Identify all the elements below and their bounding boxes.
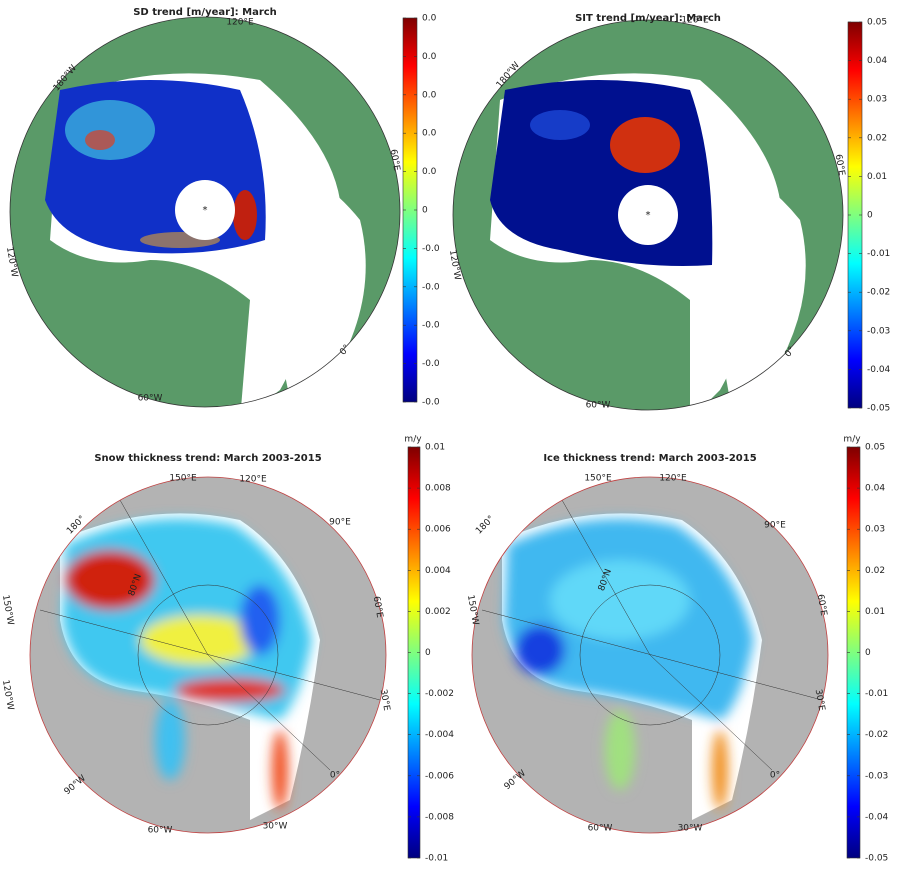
graticule-label: 60°E <box>815 594 829 617</box>
graticule-label: 60°E <box>833 154 847 177</box>
colorbar-tick-label: 0.004 <box>425 566 451 576</box>
colorbar-tick-label: 0.05 <box>867 18 887 28</box>
colorbar-tick-label: 0.008 <box>425 484 451 494</box>
graticule-label: 30°E <box>813 689 827 712</box>
colorbar-tick-label: -0.0 <box>422 321 440 331</box>
graticule-label: 120°E <box>681 16 709 26</box>
graticule-label: 60°W <box>138 394 163 404</box>
graticule-label: 120°E <box>659 474 687 484</box>
colorbar-tick-label: -0.002 <box>425 689 454 699</box>
map-frame <box>471 476 829 834</box>
map-title: Ice thickness trend: March 2003-2015 <box>543 453 756 464</box>
graticule-label: 0° <box>770 771 780 781</box>
map-frame <box>29 476 387 834</box>
colorbar-tick-label: 0.03 <box>865 525 885 535</box>
colorbar-tick-label: -0.03 <box>865 771 888 781</box>
colorbar-tick-label: 0.0 <box>422 167 437 177</box>
colorbar-tick-label: 0.006 <box>425 525 451 535</box>
map: * <box>453 20 843 410</box>
graticule-label: 60°W <box>148 826 173 836</box>
colorbar-tick-label: -0.02 <box>865 730 888 740</box>
colorbar-tick-label: 0.0 <box>422 129 437 139</box>
colorbar-tick-label: 0.04 <box>867 56 887 66</box>
graticule-label: 60°E <box>371 596 385 619</box>
graticule-label: 60°W <box>588 824 613 834</box>
colorbar-tick-label: 0 <box>867 211 873 221</box>
colorbar-tick-label: -0.01 <box>425 854 448 864</box>
graticule-label: 90°E <box>329 518 351 528</box>
colorbar-tick-label: -0.006 <box>425 771 454 781</box>
colorbar-tick-label: 0.0 <box>422 90 437 100</box>
colorbar-tick-label: 0.0 <box>422 52 437 62</box>
graticule-label: 30°W <box>678 824 703 834</box>
graticule-label: 30°W <box>263 822 288 832</box>
colorbar-unit: m/y <box>843 435 861 445</box>
colorbar-tick-label: 0.0 <box>422 14 437 24</box>
graticule-label: 60°E <box>388 149 402 172</box>
colorbar-tick-label: -0.04 <box>865 812 889 822</box>
colorbar-tick-label: 0.01 <box>425 443 445 453</box>
colorbar-tick-label: -0.0 <box>422 359 440 369</box>
map-frame <box>9 16 401 408</box>
map-title: SD trend [m/year]: March <box>133 7 277 18</box>
map-frame <box>452 19 844 411</box>
colorbar-tick-label: 0.03 <box>867 95 887 105</box>
colorbar-tick-label: -0.05 <box>865 854 888 864</box>
graticule-label: 150°W <box>465 594 480 626</box>
colorbar-unit: m/y <box>404 435 422 445</box>
colorbar-tick-label: -0.04 <box>867 365 891 375</box>
colorbar-tick-label: -0.004 <box>425 730 454 740</box>
graticule-label: 90°W <box>63 774 89 798</box>
colorbar-tick-label: 0.01 <box>865 607 885 617</box>
colorbar-tick-label: 0.02 <box>865 566 885 576</box>
colorbar-tick-label: -0.0 <box>422 282 440 292</box>
graticule-label: 150°W <box>0 594 15 626</box>
map <box>30 477 386 833</box>
graticule-label: 120°E <box>226 18 254 28</box>
colorbar-tick-label: -0.05 <box>867 404 890 414</box>
map: * <box>10 17 400 407</box>
colorbar-tick-label: 0 <box>422 206 428 216</box>
graticule-label: 150°E <box>584 474 612 484</box>
colorbar-tick-label: 0.05 <box>865 443 885 453</box>
map-title: SIT trend [m/year]: March <box>575 13 721 24</box>
graticule-label: 150°E <box>169 474 197 484</box>
map-title: Snow thickness trend: March 2003-2015 <box>94 453 321 464</box>
graticule-label: 60°W <box>586 401 611 411</box>
colorbar-tick-label: -0.01 <box>867 249 890 259</box>
colorbar-tick-label: 0.02 <box>867 133 887 143</box>
colorbar-tick-label: -0.03 <box>867 326 890 336</box>
colorbar-tick-label: 0 <box>425 648 431 658</box>
graticule-label: 120°W <box>0 679 15 711</box>
colorbar-tick-label: -0.02 <box>867 288 890 298</box>
svg-text:*: * <box>646 210 651 221</box>
colorbar-tick-label: 0.04 <box>865 484 885 494</box>
colorbar-tick-label: -0.01 <box>865 689 888 699</box>
map <box>472 477 828 833</box>
graticule-label: 30°E <box>378 689 392 712</box>
colorbar-tick-label: 0.002 <box>425 607 451 617</box>
colorbar-tick-label: -0.0 <box>422 398 440 408</box>
colorbar-tick-label: 0 <box>865 648 871 658</box>
graticule-label: 120°E <box>239 475 267 485</box>
colorbar-tick-label: 0.01 <box>867 172 887 182</box>
graticule-label: 0° <box>330 771 340 781</box>
colorbar-tick-label: -0.008 <box>425 812 454 822</box>
graticule-label: 90°E <box>764 521 786 531</box>
svg-text:*: * <box>203 205 208 216</box>
graticule-label: 180° <box>474 514 496 536</box>
colorbar-tick-label: -0.0 <box>422 244 440 254</box>
